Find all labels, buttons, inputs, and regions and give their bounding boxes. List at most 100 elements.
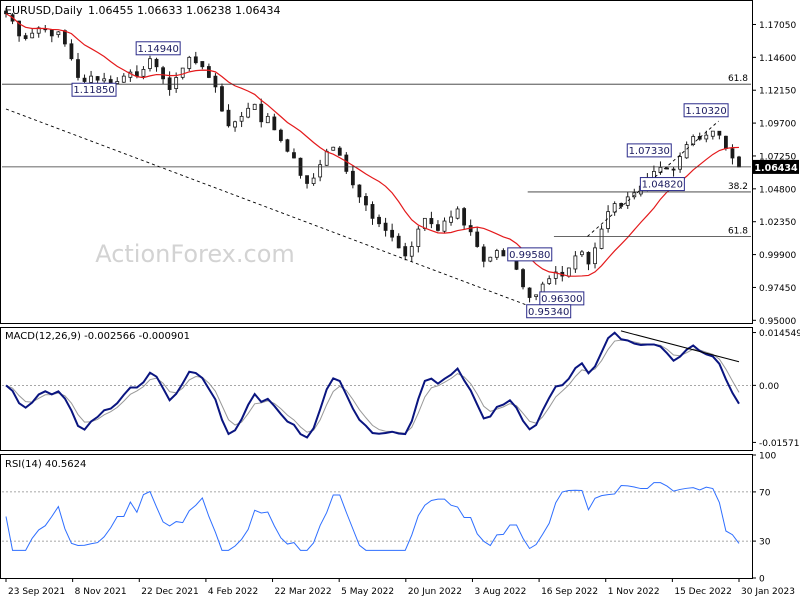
price-axis-label: 1.12150 [759, 87, 796, 97]
price-annotation-box [507, 247, 553, 262]
candle-body [259, 103, 264, 123]
date-axis-label: 30 Jan 2023 [741, 587, 795, 597]
candle-body [213, 75, 218, 88]
candle-body [89, 75, 93, 83]
price-axis-label: 1.02350 [759, 218, 796, 228]
macd-panel-frame [0, 327, 753, 451]
main-chart-layer: 61.8 38.2 61.8 1.14940 1.11850 1.10320 1.07330… [2, 7, 751, 319]
candle-body [599, 228, 604, 249]
candle-body [710, 130, 715, 137]
moving-average-line [5, 13, 740, 277]
candle-body [102, 78, 107, 82]
candle-body [305, 175, 309, 184]
candle-body [684, 144, 689, 159]
candle-body [534, 294, 539, 297]
rsi-axis-label: 30 [759, 538, 771, 548]
candle-body [488, 256, 493, 262]
candle-body [665, 167, 669, 170]
price-annotation-label: 1.14940 [137, 44, 178, 55]
fib-level-label: 38.2 [728, 182, 748, 192]
candle-body [449, 216, 453, 223]
candle-body [527, 287, 532, 298]
rsi-axis-label: 70 [759, 488, 771, 498]
rsi-axis-label: 0 [759, 575, 765, 585]
price-axis-label: 1.04800 [759, 185, 796, 195]
candle-body [331, 146, 336, 151]
axes-layer: 1.17050 1.14600 1.12150 1.09700 1.07250 1.048… [5, 21, 800, 597]
price-annotation-label: 1.11850 [73, 85, 114, 96]
candle-body [17, 20, 21, 37]
candle-body [193, 56, 198, 64]
price-annotation-label: 0.96300 [541, 294, 582, 305]
fib-level-label: 61.8 [728, 74, 748, 84]
candle-body [494, 250, 499, 258]
candle-body [475, 231, 480, 247]
rsi-axis-label: 100 [759, 452, 776, 462]
candle-body [220, 86, 224, 112]
date-axis-label: 1 Nov 2022 [608, 587, 660, 597]
candle-body [272, 116, 277, 131]
price-annotation-box [683, 103, 729, 118]
candle-body [586, 251, 591, 265]
candle-body [396, 235, 401, 249]
macd-axis-label: -0.015712 [759, 439, 800, 449]
candle-body [285, 139, 290, 152]
date-axis-label: 22 Mar 2022 [275, 587, 332, 597]
candle-body [521, 269, 525, 288]
trendline [587, 120, 719, 237]
rsi-chart-layer [2, 482, 751, 551]
candle-body [324, 150, 329, 166]
candle-body [56, 31, 61, 36]
candle-body [167, 77, 172, 90]
price-axis-label: 1.14600 [759, 54, 796, 64]
candle-body [436, 224, 440, 231]
price-axis-label: 0.97450 [759, 284, 796, 294]
candle-body [200, 61, 205, 68]
candle-body [206, 66, 211, 78]
candle-body [704, 134, 709, 140]
candle-body [154, 58, 159, 68]
date-axis-label: 8 Nov 2021 [75, 587, 127, 597]
candle-body [187, 56, 192, 69]
candle-body [23, 35, 28, 39]
candle-body [429, 218, 434, 225]
candle-body [364, 196, 368, 206]
candle-body [370, 204, 375, 219]
candle-body [49, 29, 54, 37]
watermark: ActionForex.com [95, 240, 295, 268]
candle-body [481, 246, 486, 262]
candle-body [292, 152, 296, 159]
price-axis-label: 0.99900 [759, 251, 796, 261]
last-price-label: 1.06434 [754, 163, 798, 174]
candle-body [252, 103, 257, 110]
date-axis-label: 16 Sep 2022 [541, 587, 598, 597]
candle-body [409, 246, 414, 257]
candle-body [318, 164, 323, 178]
candle-body [278, 129, 283, 141]
price-annotation-box [71, 82, 117, 97]
rsi-line [5, 482, 740, 551]
candle-body [311, 177, 316, 184]
candle-body [730, 148, 735, 159]
candle-body [612, 203, 617, 213]
candle-body [691, 136, 696, 146]
candle-body [737, 156, 741, 168]
price-axis-label: 0.95000 [759, 317, 796, 327]
candle-body [174, 77, 179, 89]
rsi-panel-frame [0, 454, 753, 579]
date-axis-label: 5 May 2022 [341, 587, 394, 597]
date-axis-label: 20 Jun 2022 [408, 587, 462, 597]
chart-symbol: EURUSD,Daily [5, 4, 83, 17]
candle-body [593, 247, 597, 265]
candle-body [547, 278, 552, 284]
candle-body [442, 220, 447, 232]
candle-body [573, 255, 578, 270]
price-axis-label: 1.07250 [759, 152, 796, 162]
macd-line [5, 331, 740, 439]
candle-body [76, 59, 80, 78]
candle-body [30, 32, 35, 39]
candle-body [121, 75, 126, 83]
candle-body [82, 77, 87, 82]
candle-body [383, 222, 388, 231]
candle-body [462, 208, 467, 226]
